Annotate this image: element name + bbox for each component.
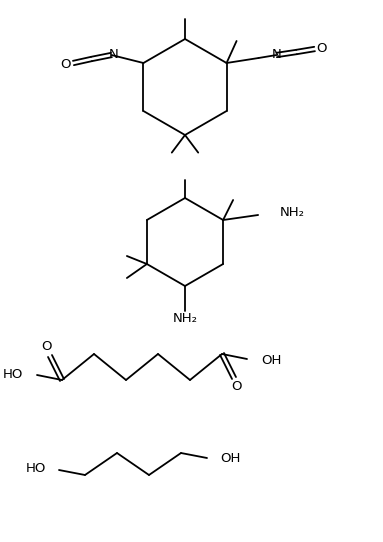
Text: O: O xyxy=(316,42,327,55)
Text: HO: HO xyxy=(3,367,23,380)
Text: N: N xyxy=(272,48,282,61)
Text: OH: OH xyxy=(220,453,241,466)
Text: NH₂: NH₂ xyxy=(280,207,305,220)
Text: N: N xyxy=(108,48,118,61)
Text: O: O xyxy=(232,380,242,393)
Text: O: O xyxy=(42,340,52,353)
Text: OH: OH xyxy=(261,353,282,366)
Text: O: O xyxy=(60,57,71,70)
Text: HO: HO xyxy=(26,462,46,475)
Text: NH₂: NH₂ xyxy=(172,313,198,326)
